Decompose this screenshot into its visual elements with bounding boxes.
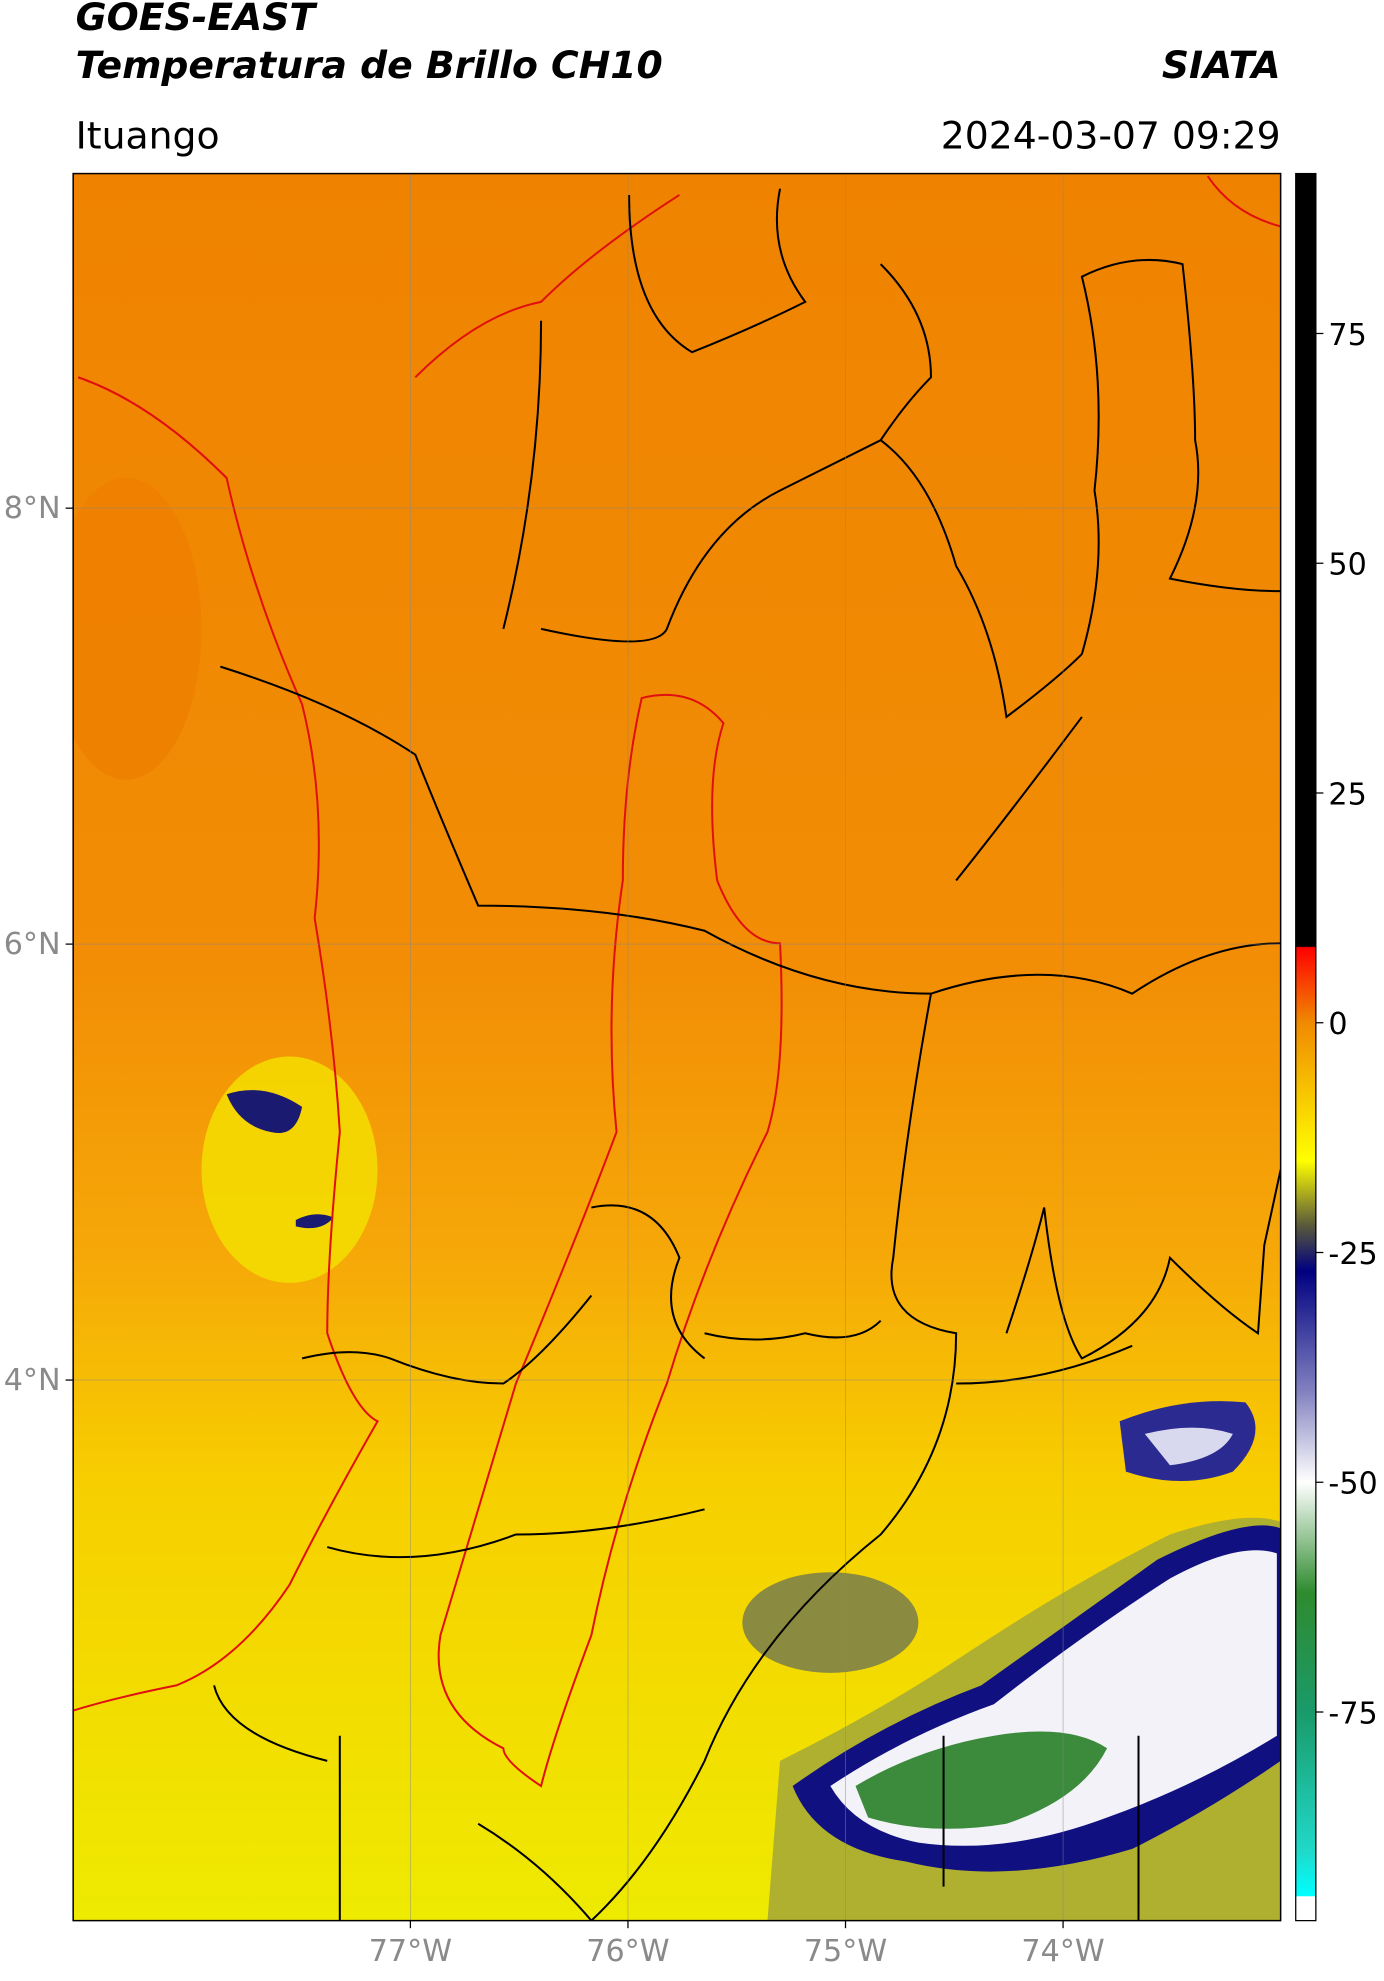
brand: SIATA xyxy=(1162,43,1281,87)
y-tick-label: 4°N xyxy=(4,1363,61,1398)
x-tick-label: 77°W xyxy=(369,1934,452,1969)
x-tick-label: 76°W xyxy=(586,1934,669,1969)
colorbar-tick-label: -75 xyxy=(1328,1696,1377,1731)
y-tick-label: 8°N xyxy=(4,491,61,526)
colorbar-tick-label: -50 xyxy=(1328,1467,1377,1502)
colorbar-tick-label: 50 xyxy=(1328,548,1366,583)
x-tick-label: 74°W xyxy=(1021,1934,1104,1969)
map-image xyxy=(73,173,1281,1921)
colorbar-tick-label: -25 xyxy=(1328,1237,1377,1272)
region: Ituango xyxy=(76,113,220,157)
map-frame xyxy=(72,172,1282,1922)
colorbar-tick-label: 25 xyxy=(1328,777,1366,812)
colorbar-tick-label: 0 xyxy=(1328,1007,1347,1042)
x-tick-label: 75°W xyxy=(804,1934,887,1969)
title: GOES-EAST xyxy=(76,0,319,39)
colorbar-tick-label: 75 xyxy=(1328,318,1366,353)
graticule xyxy=(65,173,1281,1929)
timestamp: 2024-03-07 09:29 xyxy=(941,113,1281,157)
subtitle: Temperatura de Brillo CH10 xyxy=(76,43,663,87)
y-tick-label: 6°N xyxy=(4,927,61,962)
colorbar xyxy=(1295,172,1317,1922)
